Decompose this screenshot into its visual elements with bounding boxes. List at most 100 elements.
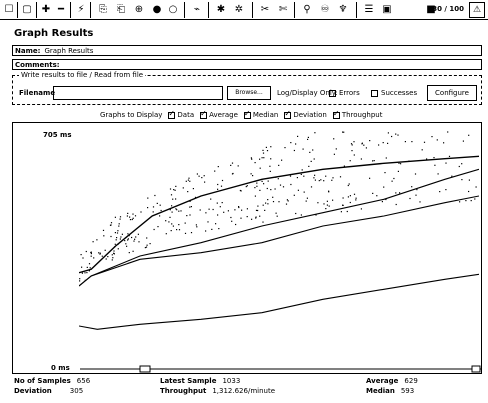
errors-checkbox[interactable] — [329, 89, 336, 97]
data-point — [293, 194, 295, 196]
copy-icon[interactable]: ⎘ — [99, 3, 107, 15]
clear-icon[interactable]: ✂ — [260, 3, 270, 15]
data-point — [102, 229, 105, 231]
data-point — [137, 233, 139, 235]
data-point — [103, 235, 105, 237]
data-point — [270, 158, 272, 160]
running-indicator-icon: ■ — [426, 3, 436, 15]
data-point — [223, 211, 225, 213]
binoculars-icon[interactable]: ♾ — [320, 3, 330, 15]
data-point — [255, 209, 258, 211]
name-field[interactable]: Name: Graph Results — [12, 45, 482, 56]
data-point — [172, 198, 174, 200]
graphs-to-display-label: Graphs to Display — [100, 111, 163, 119]
data-point — [443, 142, 445, 144]
data-point — [190, 206, 192, 208]
data-point — [134, 215, 137, 217]
warning-icon[interactable]: ⚠ — [469, 2, 485, 18]
data-point — [86, 266, 88, 268]
data-point — [196, 226, 198, 228]
search-icon[interactable]: ⚲ — [303, 3, 311, 15]
data-point — [355, 197, 357, 199]
graph-toggle-throughput[interactable]: Throughput — [332, 109, 383, 119]
data-point — [310, 186, 313, 188]
data-point — [254, 162, 256, 164]
graph-toggle-average[interactable]: Average — [200, 109, 238, 119]
data-point — [153, 228, 155, 231]
data-point — [300, 214, 302, 216]
data-point — [323, 203, 325, 205]
data-point — [90, 255, 92, 257]
graph-toggle-median[interactable]: Median — [243, 109, 278, 119]
graph-scrollbar[interactable] — [80, 365, 482, 373]
remove-icon[interactable]: ━ — [57, 3, 65, 15]
remote-stop-icon[interactable]: ✲ — [234, 3, 244, 15]
filename-input[interactable] — [53, 86, 223, 100]
help-icon[interactable]: ▣ — [382, 3, 392, 15]
cut-icon[interactable]: ⚡ — [77, 3, 85, 15]
data-point — [159, 215, 161, 217]
comments-field[interactable]: Comments: — [12, 59, 482, 70]
shutdown-icon[interactable]: ⌁ — [193, 3, 201, 15]
data-point — [89, 267, 91, 269]
data-point — [96, 239, 98, 241]
successes-label: Successes — [381, 89, 418, 97]
throughput-checkbox[interactable] — [332, 109, 340, 119]
name-value[interactable]: Graph Results — [44, 46, 94, 55]
data-point — [383, 186, 385, 188]
data-point — [125, 243, 127, 245]
expand-icon[interactable]: ⊕ — [134, 3, 144, 15]
data-point — [145, 246, 148, 248]
data-point — [346, 210, 348, 213]
data-point — [296, 177, 298, 179]
data-point — [218, 228, 220, 230]
new-icon[interactable]: ☐ — [4, 3, 14, 15]
data-point — [105, 258, 107, 260]
graph-toggle-deviation[interactable]: Deviation — [284, 109, 327, 119]
open-icon[interactable]: ✚ — [41, 3, 51, 15]
data-point — [240, 217, 242, 219]
data-point — [274, 188, 276, 190]
successes-checkbox[interactable] — [371, 89, 378, 97]
configure-button[interactable]: Configure — [427, 85, 477, 101]
data-point — [190, 232, 193, 234]
errors-option[interactable]: Errors — [329, 89, 360, 97]
browse-button[interactable]: Browse... — [227, 86, 271, 100]
data-point — [458, 165, 460, 168]
paste-icon[interactable]: ⎗ — [117, 3, 125, 15]
data-point — [90, 251, 92, 254]
graph-toggle-data[interactable]: Data — [168, 109, 194, 119]
remote-start-icon[interactable]: ✱ — [216, 3, 226, 15]
stop-icon[interactable]: ○ — [168, 3, 178, 15]
data-point — [270, 189, 272, 191]
function-helper-icon[interactable]: ☰ — [364, 3, 374, 15]
average-checkbox[interactable] — [200, 109, 208, 119]
data-point — [113, 252, 115, 254]
data-point — [178, 229, 181, 231]
data-point — [82, 257, 84, 259]
data-point — [261, 157, 263, 159]
data-point — [133, 240, 135, 242]
broom-icon[interactable]: ♆ — [338, 3, 348, 15]
template-icon[interactable]: ▢ — [22, 3, 32, 15]
median-checkbox[interactable] — [243, 109, 251, 119]
data-point — [282, 186, 285, 188]
data-point — [113, 250, 115, 252]
data-point — [216, 202, 218, 204]
data-point — [189, 214, 191, 216]
data-point — [365, 147, 367, 149]
data-point — [397, 170, 399, 172]
clear-all-icon[interactable]: ✄ — [278, 3, 288, 15]
data-point — [173, 189, 175, 191]
data-point — [98, 252, 100, 254]
data-checkbox[interactable] — [168, 109, 176, 119]
data-point — [117, 230, 119, 232]
data-point — [217, 183, 219, 186]
start-icon[interactable]: ● — [152, 3, 162, 15]
deviation-checkbox[interactable] — [284, 109, 292, 119]
toolbar-separator — [356, 2, 357, 18]
data-point — [81, 266, 83, 268]
data-point — [156, 202, 158, 204]
data-point — [176, 229, 178, 231]
successes-option[interactable]: Successes — [371, 89, 417, 97]
